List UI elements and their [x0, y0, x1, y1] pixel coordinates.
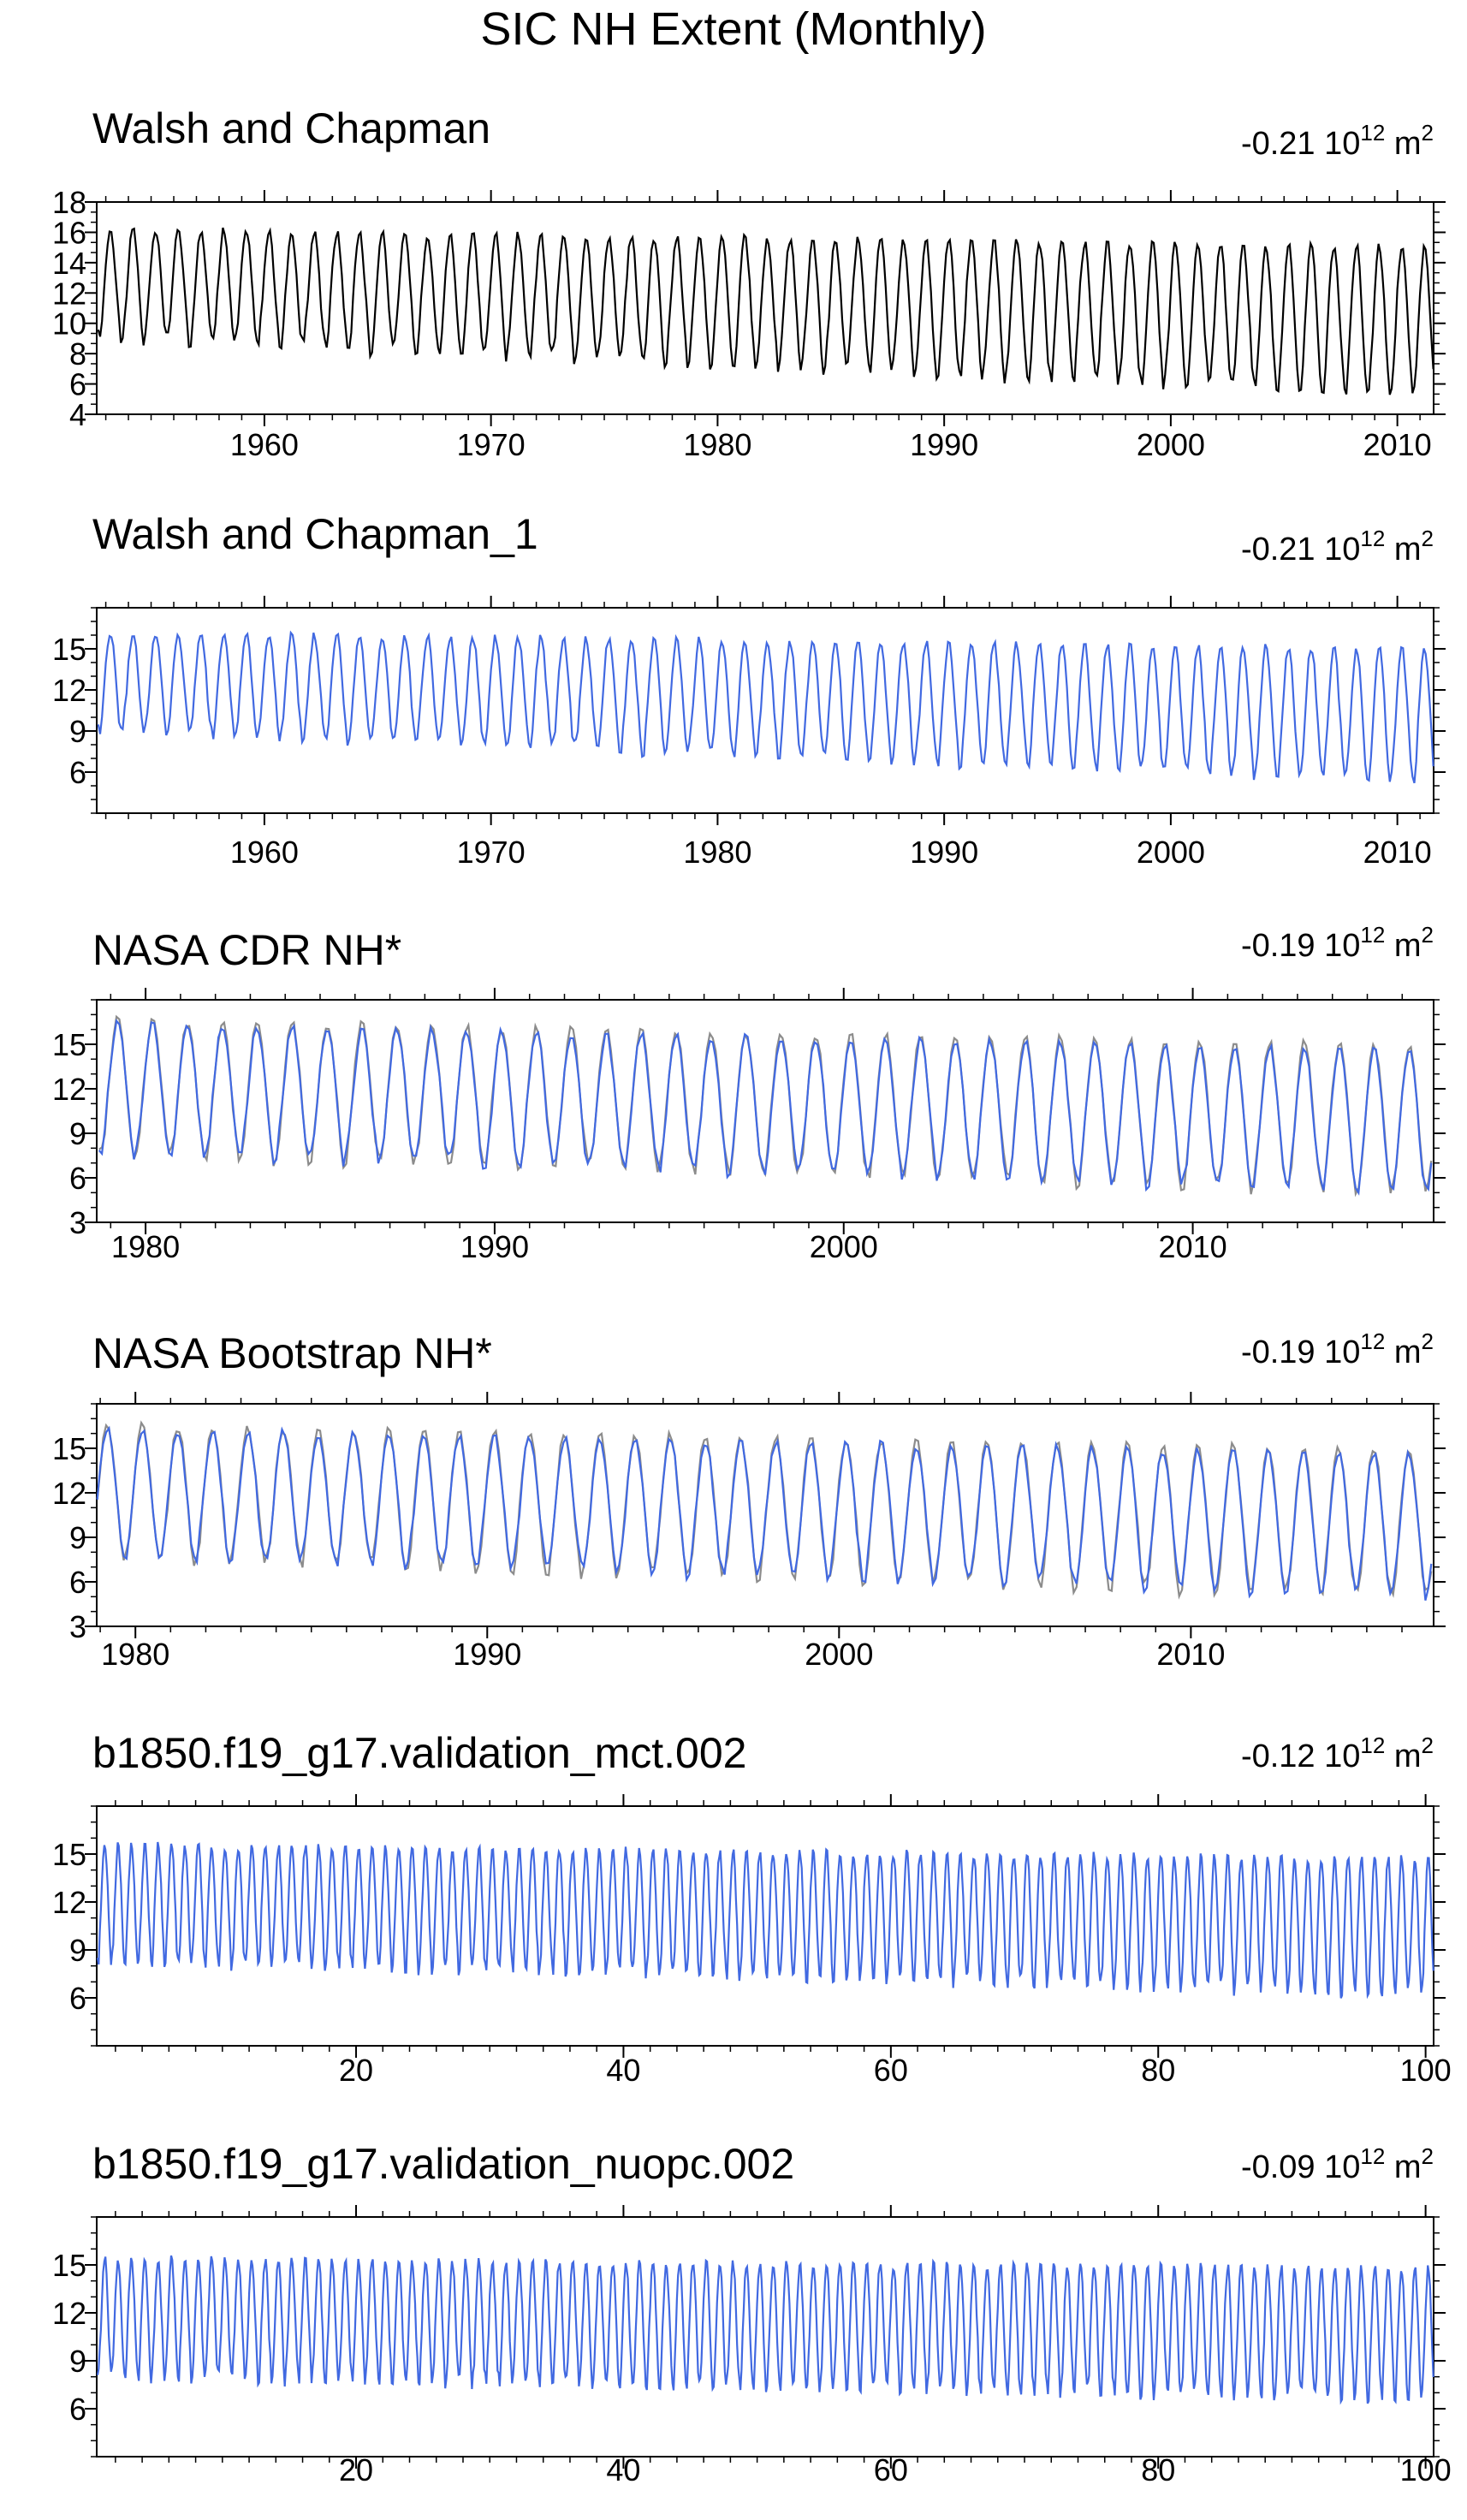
plot-frame — [96, 607, 1434, 814]
series-line — [96, 1420, 1433, 1600]
x-tick-label: 2000 — [810, 1229, 878, 1264]
series-line — [97, 227, 1434, 395]
x-tick-label: 2000 — [1137, 427, 1205, 462]
y-tick-label: 14 — [52, 246, 86, 281]
y-tick-label: 6 — [69, 1981, 86, 2016]
x-tick-label: 60 — [874, 2053, 908, 2088]
plot-frame — [96, 1403, 1434, 1627]
panel-trend-units: -0.09 1012 m2 — [1241, 2143, 1434, 2185]
y-tick-label: 6 — [69, 1161, 86, 1196]
x-tick-label: 80 — [1141, 2053, 1175, 2088]
y-tick-label: 12 — [52, 1476, 86, 1511]
series-line — [98, 1018, 1433, 1196]
x-tick-label: 1980 — [683, 835, 751, 870]
y-tick-label: 9 — [69, 1116, 86, 1151]
series-line — [96, 1841, 1434, 2000]
x-tick-label: 2010 — [1363, 427, 1432, 462]
panel-title: NASA Bootstrap NH* — [92, 1329, 492, 1377]
y-tick-label: 15 — [52, 2248, 86, 2283]
x-tick-label: 1970 — [457, 427, 526, 462]
x-tick-label: 2000 — [1137, 835, 1205, 870]
x-tick-label: 1990 — [460, 1229, 529, 1264]
figure-title: SIC NH Extent (Monthly) — [480, 3, 986, 55]
x-tick-label: 2010 — [1363, 835, 1432, 870]
panel-nasa-cdr: NASA CDR NH* -0.19 1012 m2 3 6 9 12 15 1980 1990… — [52, 922, 1446, 1264]
x-tick-label: 40 — [606, 2053, 640, 2088]
panel-title: Walsh and Chapman — [92, 104, 490, 152]
y-tick-label: 12 — [52, 673, 86, 708]
x-tick-label: 2000 — [805, 1637, 873, 1672]
x-tick-label: 1990 — [910, 427, 978, 462]
x-tick-label: 1990 — [910, 835, 978, 870]
y-tick-label: 12 — [52, 1885, 86, 1920]
y-tick-label: 15 — [52, 1431, 86, 1466]
y-tick-label: 9 — [69, 714, 86, 749]
y-tick-label: 15 — [52, 632, 86, 667]
y-tick-label: 6 — [69, 1565, 86, 1600]
y-tick-label: 15 — [52, 1837, 86, 1872]
x-tick-label: 100 — [1400, 2053, 1452, 2088]
x-tick-label: 1980 — [111, 1229, 180, 1264]
y-tick-label: 3 — [69, 1609, 86, 1644]
panel-validation-mct: b1850.f19_g17.validation_mct.002 -0.12 10… — [52, 1729, 1452, 2088]
x-tick-label: 2010 — [1156, 1637, 1225, 1672]
y-tick-label: 6 — [69, 755, 86, 790]
panel-nasa-bootstrap: NASA Bootstrap NH* -0.19 1012 m2 3 6 9 12 15 19… — [52, 1328, 1446, 1672]
x-tick-label: 1960 — [230, 835, 299, 870]
y-tick-label: 16 — [52, 215, 86, 250]
x-tick-label: 1990 — [453, 1637, 521, 1672]
series-line — [96, 1425, 1433, 1601]
panel-trend-units: -0.21 1012 m2 — [1241, 120, 1434, 162]
series-line — [97, 630, 1434, 784]
y-tick-label: 15 — [52, 1027, 86, 1062]
y-tick-label: 8 — [69, 336, 86, 371]
y-tick-label: 12 — [52, 1072, 86, 1107]
y-tick-label: 6 — [69, 2392, 86, 2427]
panel-title: b1850.f19_g17.validation_nuopc.002 — [92, 2140, 794, 2188]
plot-frame — [96, 2216, 1434, 2458]
y-tick-label: 12 — [52, 276, 86, 311]
panel-trend-units: -0.21 1012 m2 — [1241, 526, 1434, 568]
panel-trend-units: -0.19 1012 m2 — [1241, 922, 1434, 964]
x-tick-label: 20 — [339, 2053, 373, 2088]
y-tick-label: 9 — [69, 2344, 86, 2379]
panel-title: NASA CDR NH* — [92, 926, 401, 974]
y-tick-label: 3 — [69, 1205, 86, 1240]
plot-frame — [96, 1805, 1434, 2047]
x-tick-label: 1980 — [101, 1637, 169, 1672]
y-tick-label: 9 — [69, 1933, 86, 1968]
panel-walsh-chapman: Walsh and Chapman -0.21 1012 m24681012141… — [52, 104, 1446, 462]
y-tick-label: 6 — [69, 367, 86, 402]
panel-trend-units: -0.19 1012 m2 — [1241, 1328, 1434, 1370]
x-tick-label: 1970 — [457, 835, 526, 870]
series-line — [96, 2255, 1434, 2405]
y-tick-label: 9 — [69, 1520, 86, 1555]
panel-title: b1850.f19_g17.validation_mct.002 — [92, 1729, 746, 1777]
panel-title: Walsh and Chapman_1 — [92, 510, 538, 558]
y-tick-label: 18 — [52, 185, 86, 220]
x-tick-label: 1960 — [230, 427, 299, 462]
plot-frame — [96, 201, 1434, 415]
y-tick-label: 10 — [52, 306, 86, 342]
y-tick-label: 4 — [69, 397, 86, 432]
panel-trend-units: -0.12 1012 m2 — [1241, 1732, 1434, 1774]
plot-frame — [96, 999, 1434, 1223]
x-tick-label: 2010 — [1159, 1229, 1227, 1264]
panel-walsh-chapman-1: Walsh and Chapman_1 -0.21 1012 m2 6 9 12 15 19… — [52, 510, 1446, 870]
x-tick-label: 1980 — [683, 427, 751, 462]
y-tick-label: 12 — [52, 2296, 86, 2331]
panel-validation-nuopc: b1850.f19_g17.validation_nuopc.002 -0.09 … — [52, 2140, 1452, 2487]
